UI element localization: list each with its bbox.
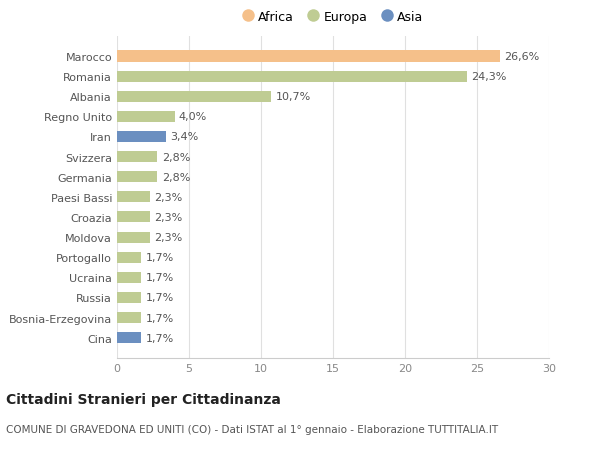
Text: 1,7%: 1,7% bbox=[146, 273, 174, 283]
Text: 2,8%: 2,8% bbox=[161, 172, 190, 182]
Bar bbox=[117, 172, 157, 183]
Text: 2,3%: 2,3% bbox=[154, 192, 182, 202]
Text: 2,8%: 2,8% bbox=[161, 152, 190, 162]
Bar bbox=[117, 151, 157, 163]
Text: 4,0%: 4,0% bbox=[179, 112, 207, 122]
Text: 1,7%: 1,7% bbox=[146, 293, 174, 303]
Bar bbox=[117, 312, 142, 323]
Bar bbox=[117, 292, 142, 303]
Bar bbox=[117, 232, 150, 243]
Bar bbox=[117, 51, 500, 62]
Bar bbox=[117, 212, 150, 223]
Bar bbox=[117, 91, 271, 102]
Text: 26,6%: 26,6% bbox=[505, 52, 539, 62]
Bar bbox=[117, 132, 166, 143]
Text: 24,3%: 24,3% bbox=[471, 72, 506, 82]
Text: 2,3%: 2,3% bbox=[154, 213, 182, 223]
Bar bbox=[117, 192, 150, 203]
Text: 1,7%: 1,7% bbox=[146, 252, 174, 263]
Text: 3,4%: 3,4% bbox=[170, 132, 199, 142]
Text: 1,7%: 1,7% bbox=[146, 333, 174, 343]
Bar bbox=[117, 72, 467, 83]
Text: 1,7%: 1,7% bbox=[146, 313, 174, 323]
Text: 2,3%: 2,3% bbox=[154, 233, 182, 242]
Bar bbox=[117, 112, 175, 123]
Text: Cittadini Stranieri per Cittadinanza: Cittadini Stranieri per Cittadinanza bbox=[6, 392, 281, 406]
Bar bbox=[117, 332, 142, 343]
Text: COMUNE DI GRAVEDONA ED UNITI (CO) - Dati ISTAT al 1° gennaio - Elaborazione TUTT: COMUNE DI GRAVEDONA ED UNITI (CO) - Dati… bbox=[6, 425, 498, 435]
Legend: Africa, Europa, Asia: Africa, Europa, Asia bbox=[238, 6, 428, 29]
Text: 10,7%: 10,7% bbox=[275, 92, 311, 102]
Bar bbox=[117, 252, 142, 263]
Bar bbox=[117, 272, 142, 283]
